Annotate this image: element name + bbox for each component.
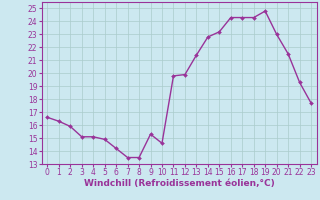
X-axis label: Windchill (Refroidissement éolien,°C): Windchill (Refroidissement éolien,°C) xyxy=(84,179,275,188)
